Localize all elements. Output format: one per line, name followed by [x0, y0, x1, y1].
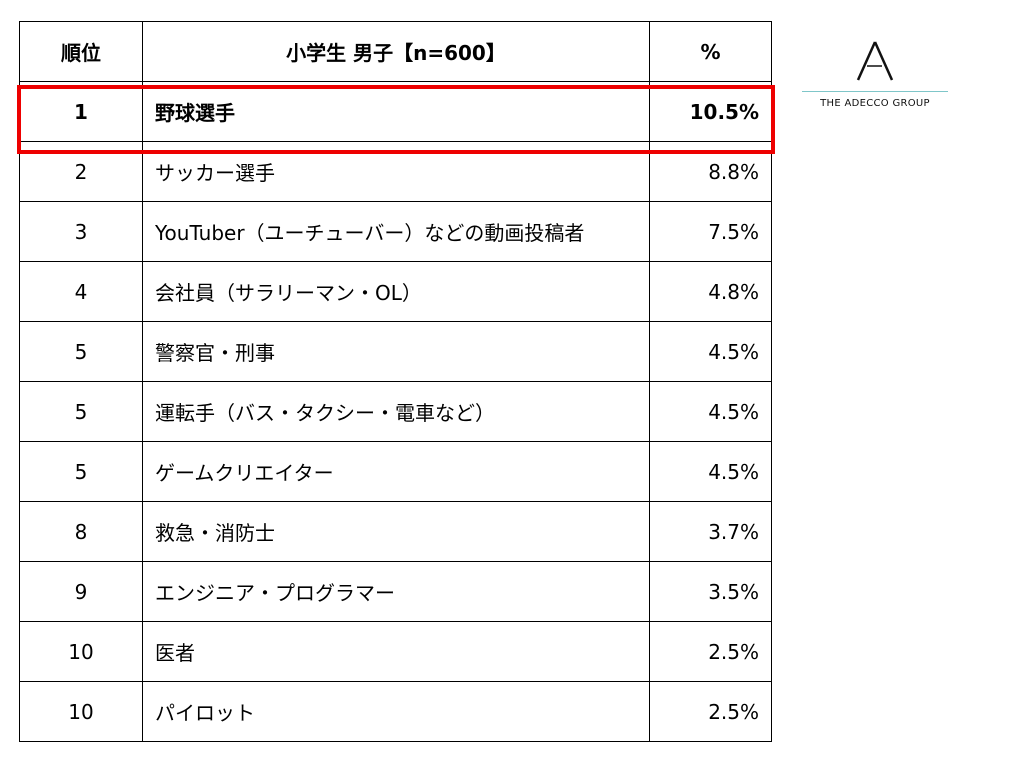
job-cell: 医者: [142, 621, 650, 682]
rank-cell: 5: [19, 381, 143, 442]
percent-cell: 4.5%: [649, 381, 772, 442]
percent-cell: 2.5%: [649, 681, 772, 742]
rank-cell: 10: [19, 621, 143, 682]
table-row: 10 パイロット 2.5%: [19, 681, 772, 742]
percent-cell: 2.5%: [649, 621, 772, 682]
job-cell: 救急・消防士: [142, 501, 650, 562]
table-row: 4 会社員（サラリーマン・OL） 4.8%: [19, 261, 772, 322]
header-title: 小学生 男子【n=600】: [142, 21, 650, 82]
job-cell: ゲームクリエイター: [142, 441, 650, 502]
job-cell: 会社員（サラリーマン・OL）: [142, 261, 650, 322]
rank-cell: 5: [19, 321, 143, 382]
rank-cell: 3: [19, 201, 143, 262]
rank-cell: 2: [19, 141, 143, 202]
job-cell: エンジニア・プログラマー: [142, 561, 650, 622]
table-row: 9 エンジニア・プログラマー 3.5%: [19, 561, 772, 622]
adecco-a-icon: [856, 41, 894, 81]
percent-cell: 10.5%: [649, 81, 772, 142]
percent-cell: 4.8%: [649, 261, 772, 322]
table-row: 2 サッカー選手 8.8%: [19, 141, 772, 202]
rank-cell: 1: [19, 81, 143, 142]
logo-divider: [802, 91, 948, 92]
table-row: 5 運転手（バス・タクシー・電車など） 4.5%: [19, 381, 772, 442]
job-cell: サッカー選手: [142, 141, 650, 202]
percent-cell: 3.7%: [649, 501, 772, 562]
adecco-logo: THE ADECCO GROUP: [802, 40, 948, 120]
percent-cell: 3.5%: [649, 561, 772, 622]
job-cell: 警察官・刑事: [142, 321, 650, 382]
percent-cell: 4.5%: [649, 441, 772, 502]
header-rank: 順位: [19, 21, 143, 82]
percent-cell: 8.8%: [649, 141, 772, 202]
rank-cell: 5: [19, 441, 143, 502]
job-cell: パイロット: [142, 681, 650, 742]
percent-cell: 4.5%: [649, 321, 772, 382]
header-percent: %: [649, 21, 772, 82]
rank-cell: 4: [19, 261, 143, 322]
rank-cell: 9: [19, 561, 143, 622]
job-cell: 野球選手: [142, 81, 650, 142]
logo-text: THE ADECCO GROUP: [820, 98, 930, 109]
job-cell: YouTuber（ユーチューバー）などの動画投稿者: [142, 201, 650, 262]
rank-cell: 8: [19, 501, 143, 562]
table-row: 5 警察官・刑事 4.5%: [19, 321, 772, 382]
ranking-table: 順位 小学生 男子【n=600】 % 1 野球選手 10.5% 2 サッカー選手…: [19, 21, 772, 742]
table-row: 3 YouTuber（ユーチューバー）などの動画投稿者 7.5%: [19, 201, 772, 262]
percent-cell: 7.5%: [649, 201, 772, 262]
table-header-row: 順位 小学生 男子【n=600】 %: [19, 21, 772, 82]
rank-cell: 10: [19, 681, 143, 742]
table-row: 8 救急・消防士 3.7%: [19, 501, 772, 562]
table-row: 5 ゲームクリエイター 4.5%: [19, 441, 772, 502]
table-row: 10 医者 2.5%: [19, 621, 772, 682]
job-cell: 運転手（バス・タクシー・電車など）: [142, 381, 650, 442]
table-row: 1 野球選手 10.5%: [19, 81, 772, 142]
